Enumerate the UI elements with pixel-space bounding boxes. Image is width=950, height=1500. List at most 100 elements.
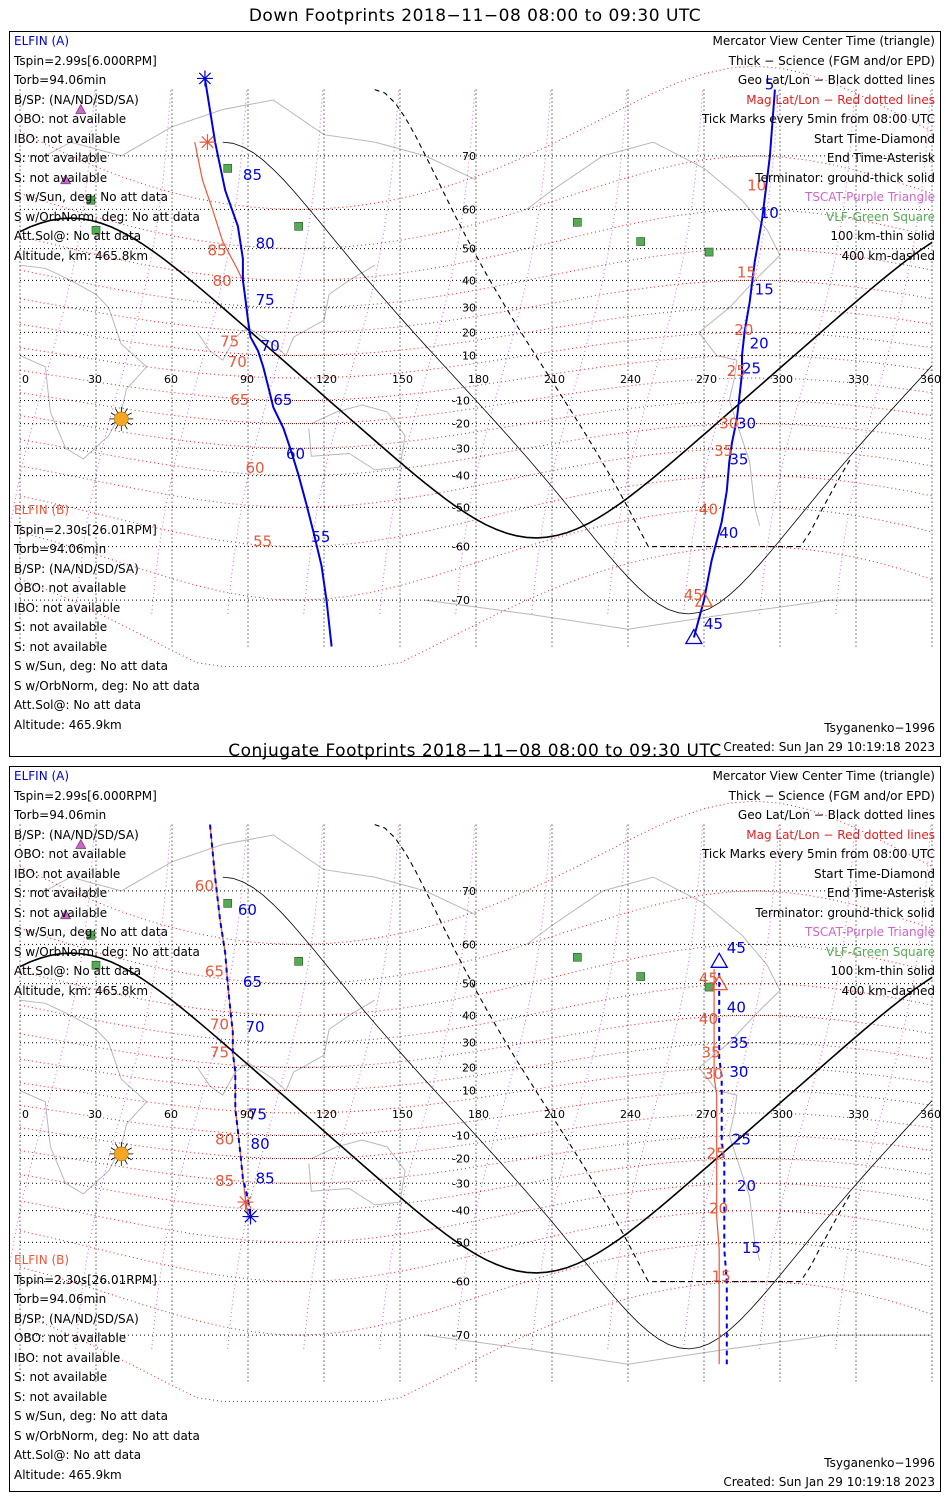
info-line: Tspin=2.99s[6.000RPM]	[14, 53, 157, 68]
info-line: Att.Sol@: No att data	[14, 1448, 142, 1462]
elfin-b-info: ELFIN (B) Tspin=2.30s[26.01RPM] Torb=94.…	[14, 1251, 200, 1485]
lat-tick-label: -60	[452, 1276, 470, 1289]
track-b-tick-label: 20	[734, 321, 753, 339]
lon-tick-label: 150	[392, 1108, 413, 1121]
sun-ray	[124, 424, 128, 430]
map-panel-down: 0 30 60 90 120 150 180 210 240 270 300 330 360 70 60 50…	[9, 31, 941, 757]
track-b-tick-label: 40	[699, 500, 718, 518]
legend-item: TSCAT-Purple Triangle	[804, 190, 935, 204]
info-line: IBO: not available	[14, 131, 121, 146]
track-b-tick-label: 30	[704, 1065, 723, 1083]
mag-parallel	[19, 475, 933, 548]
mag-parallel	[19, 65, 933, 210]
sun-ray	[114, 408, 119, 414]
track-b-tick-label: 55	[253, 533, 272, 551]
track-b-tick-label: 40	[699, 1010, 718, 1028]
track-b-tick-label: 15	[712, 1268, 731, 1286]
legend-item: 100 km-thin solid	[830, 229, 935, 243]
track-a-tick-label: 15	[755, 280, 774, 298]
asterisk-stroke	[201, 136, 214, 149]
sun-disc	[114, 411, 129, 427]
info-line: S w/OrbNorm, deg: No att data	[14, 209, 200, 224]
track-a-tick-label: 65	[243, 973, 262, 991]
track-b-tick-label: 25	[727, 362, 746, 380]
lat-tick-label: 10	[462, 350, 476, 363]
track-a-tick-label: 75	[248, 1106, 267, 1124]
lat-tick-label: 70	[462, 885, 476, 898]
track-b-tick-label: 85	[215, 1172, 234, 1190]
track-b-tick-label: 45	[699, 970, 718, 988]
track-b-tick-label: 75	[220, 332, 239, 350]
track-a-tick-label: 5	[765, 76, 775, 94]
info-line: B/SP: (NA/ND/SD/SA)	[14, 92, 139, 107]
vlf-square	[294, 957, 303, 966]
legend-item: Tick Marks every 5min from 08:00 UTC	[701, 112, 935, 126]
track-a-tick-label: 20	[750, 335, 769, 353]
info-line: Torb=94.06min	[14, 542, 107, 556]
info-line: S w/Sun, deg: No att data	[14, 659, 168, 673]
info-line: Altitude, km: 465.8km	[14, 983, 149, 998]
lat-tick-label: -10	[452, 394, 470, 407]
track-a-tick-label: 60	[286, 445, 305, 463]
track-a-tick-label: 65	[273, 391, 292, 409]
mag-parallel	[19, 800, 933, 945]
asterisk-stroke	[244, 1210, 257, 1223]
sun-icon	[109, 1141, 134, 1166]
info-line: B/SP: (NA/ND/SD/SA)	[14, 1311, 139, 1326]
track-a-tick-label: 25	[732, 1131, 751, 1149]
info-line: Altitude: 465.9km	[14, 717, 122, 732]
track-b-tick-label: 20	[709, 1200, 728, 1218]
info-line: S w/Sun, deg: No att data	[14, 925, 168, 939]
info-line: IBO: not available	[14, 600, 121, 615]
vlf-square	[86, 930, 96, 940]
coastline	[425, 599, 932, 630]
track-a-tick-label: 30	[729, 1063, 748, 1081]
info-line: Torb=94.06min	[14, 73, 107, 87]
lon-tick-label: 30	[88, 373, 102, 386]
track-b-tick-label: 10	[747, 176, 766, 194]
mag-parallel	[19, 377, 933, 425]
lat-tick-label: 20	[462, 1061, 476, 1074]
info-line: Tspin=2.99s[6.000RPM]	[14, 788, 157, 803]
info-line: Tspin=2.30s[26.01RPM]	[14, 522, 157, 537]
track-a-tick-label: 35	[729, 450, 748, 468]
info-line: S w/Sun, deg: No att data	[14, 190, 168, 204]
lon-tick-label: 60	[164, 1108, 178, 1121]
coastline	[45, 834, 477, 916]
track-b-tick-label: 70	[228, 353, 247, 371]
track-elfin-a-east	[718, 972, 728, 1365]
coastline	[196, 999, 375, 1096]
lon-tick-label: 90	[240, 1108, 254, 1121]
info-line: IBO: not available	[14, 1350, 121, 1365]
track-a-tick-label: 25	[742, 360, 761, 378]
sun-ray	[114, 424, 119, 430]
lon-tick-label: 150	[392, 373, 413, 386]
sun-ray	[127, 1147, 132, 1151]
track-b-tick-label: 60	[245, 459, 264, 477]
mag-parallel	[19, 506, 933, 601]
sun-disc	[114, 1146, 129, 1162]
lon-tick-label: 300	[772, 1108, 793, 1121]
legend-item: Mag Lat/Lon − Red dotted lines	[746, 92, 935, 107]
elfin-a-title: ELFIN (A)	[14, 769, 70, 783]
track-b-tick-label: 25	[707, 1145, 726, 1163]
legend-item: Tick Marks every 5min from 08:00 UTC	[701, 847, 935, 861]
lat-tick-label: 40	[462, 1009, 476, 1022]
mag-meridian	[607, 824, 704, 1349]
mag-meridian	[379, 89, 476, 614]
mag-parallel	[19, 1089, 933, 1137]
info-line: B/SP: (NA/ND/SD/SA)	[14, 827, 139, 842]
lon-tick-label: 210	[544, 1108, 565, 1121]
lon-tick-label: 210	[544, 373, 565, 386]
map-panel-conjugate: 0 30 60 90 120 150 180 210 240 270 300 330 360 70 60 50…	[9, 766, 941, 1492]
lon-tick-label: 330	[848, 373, 869, 386]
lat-tick-label: -70	[452, 1329, 470, 1342]
lat-tick-label: -20	[452, 1153, 470, 1166]
sun-icon	[109, 406, 134, 431]
legend-item: End Time-Asterisk	[826, 886, 935, 900]
lon-tick-label: 180	[468, 1108, 489, 1121]
lat-tick-label: 50	[462, 243, 476, 256]
coastline	[308, 1139, 406, 1206]
legend-item: Thick − Science (FGM and/or EPD)	[728, 788, 935, 803]
track-a-tick-label: 70	[245, 1018, 264, 1036]
